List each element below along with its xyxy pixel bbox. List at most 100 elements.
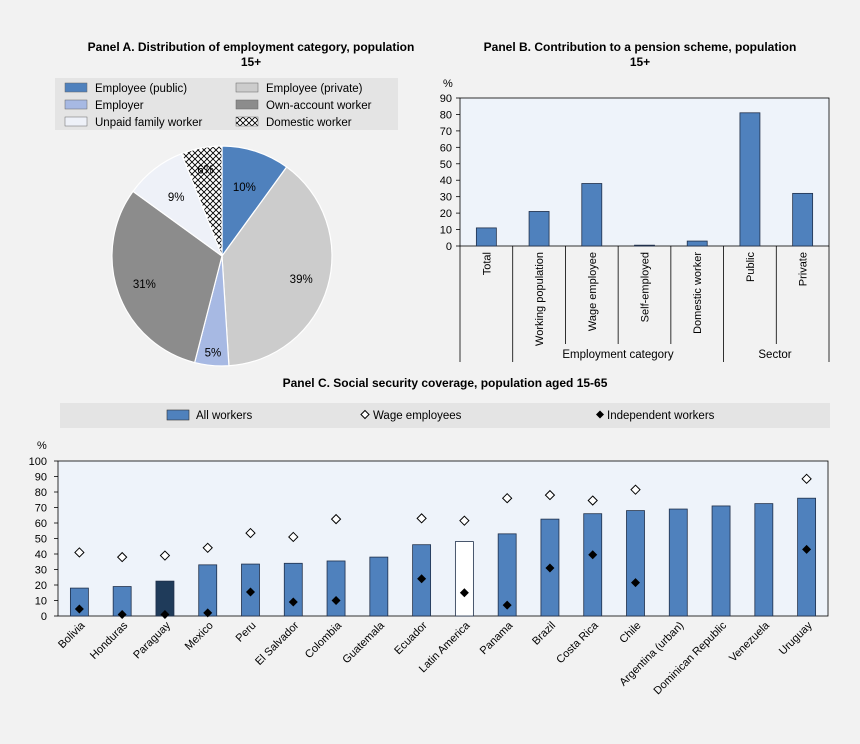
marker-independent-panama <box>502 600 512 610</box>
pie-slice-domestic-worker <box>180 145 223 257</box>
bar-domestic-worker <box>686 240 708 247</box>
panel-a-legend-box <box>55 78 398 130</box>
bar-working-population <box>528 211 550 247</box>
legend-label-all-workers: All workers <box>196 410 252 422</box>
y-tick-label: 90 <box>440 93 452 105</box>
x-label-venezuela: Venezuela <box>727 619 772 664</box>
legend-label-domestic: Domestic worker <box>266 117 352 129</box>
y-tick-label: 100 <box>29 456 47 468</box>
x-label-self-employed: Self-employed <box>640 252 652 322</box>
marker-independent-costa-rica <box>588 550 598 560</box>
bar-wage-employee <box>581 183 603 247</box>
bar-colombia <box>326 560 346 617</box>
y-tick-label: 90 <box>35 472 47 484</box>
marker-wage-honduras <box>116 551 128 563</box>
legend-swatch-employee-private <box>235 82 259 93</box>
legend-label-wage-employees: Wage employees <box>373 410 462 422</box>
x-label-brazil: Brazil <box>530 620 558 648</box>
bar-bolivia <box>69 587 89 617</box>
panel-b-plot-area <box>459 97 830 247</box>
legend-swatch-own-account <box>235 99 259 110</box>
marker-independent-uruguay <box>802 544 812 554</box>
marker-independent-ecuador <box>417 574 427 584</box>
x-label-panama: Panama <box>478 619 516 657</box>
legend-marker-wage-employees <box>360 409 370 420</box>
panel-c-plot-area <box>57 460 829 617</box>
marker-independent-paraguay <box>160 609 170 619</box>
marker-wage-panama <box>501 492 513 504</box>
x-label-costa-rica: Costa Rica <box>554 619 601 666</box>
bar-panama <box>497 533 517 617</box>
y-tick-label: 50 <box>35 534 47 546</box>
panel-c-y-axis: 0 10 20 30 40 50 60 70 80 90 100 <box>29 456 58 623</box>
legend-marker-independent-workers <box>596 410 604 419</box>
pie-label-employee-private: 39% <box>290 274 313 286</box>
x-label-total: Total <box>481 252 493 275</box>
pie-label-employee-public: 10% <box>233 182 256 194</box>
panel-a-title-line2: 15+ <box>241 55 261 69</box>
x-label-private: Private <box>798 252 810 286</box>
bar-costa-rica <box>583 513 603 617</box>
x-label-public: Public <box>745 252 757 282</box>
pie-slice-own-account-worker <box>111 190 223 364</box>
panel-b-title-line1: Panel B. Contribution to a pension schem… <box>484 40 797 54</box>
bar-total <box>475 227 497 247</box>
y-tick-label: 20 <box>440 208 452 220</box>
pie-slice-employee-private <box>221 166 333 367</box>
marker-wage-bolivia <box>74 547 85 558</box>
marker-wage-el-salvador <box>288 531 299 543</box>
legend-label-unpaid-family: Unpaid family worker <box>95 117 203 129</box>
panel-b-y-unit: % <box>443 78 453 90</box>
marker-independent-bolivia <box>74 604 84 614</box>
legend-swatch-unpaid-family <box>64 116 88 127</box>
x-label-el-salvador: El Salvador <box>253 619 301 667</box>
pie-labels: 10% 39% 5% 31% 9% 6% <box>133 165 313 360</box>
y-tick-label: 60 <box>440 142 452 154</box>
bar-public <box>739 112 761 247</box>
group-label-employment-category: Employment category <box>562 349 673 361</box>
x-label-chile: Chile <box>617 620 643 646</box>
panel-b-title-line2: 15+ <box>630 55 650 69</box>
bar-uruguay <box>797 497 817 617</box>
x-label-domestic-worker: Domestic worker <box>692 252 704 334</box>
marker-wage-colombia <box>330 513 342 525</box>
x-label-uruguay: Uruguay <box>777 619 815 657</box>
panel-c-bar-chart: Panel C. Social security coverage, popul… <box>29 376 830 697</box>
x-label-dominican-republic: Dominican Republic <box>652 619 730 697</box>
x-label-honduras: Honduras <box>88 619 131 662</box>
x-label-mexico: Mexico <box>183 620 216 653</box>
y-tick-label: 10 <box>440 225 452 237</box>
x-label-bolivia: Bolivia <box>56 619 88 651</box>
y-tick-label: 60 <box>35 518 47 530</box>
y-tick-label: 40 <box>440 175 452 187</box>
panel-b-x-axis: Total Working population Wage employee Self… <box>459 246 830 362</box>
marker-wage-paraguay <box>159 550 171 561</box>
pie-label-own-account-worker: 31% <box>133 279 156 291</box>
bar-private <box>792 192 814 247</box>
y-tick-label: 80 <box>440 109 452 121</box>
panel-b-group-labels: Employment category Sector <box>562 349 791 361</box>
panel-c-bars <box>69 497 817 617</box>
y-tick-label: 80 <box>35 487 47 499</box>
panel-b-y-axis: 0 10 20 30 40 50 60 70 80 90 <box>440 93 460 253</box>
x-label-colombia: Colombia <box>303 619 345 661</box>
marker-wage-latin-america <box>459 515 470 526</box>
pie-slices <box>111 145 333 367</box>
pie-label-employer: 5% <box>205 347 222 359</box>
bar-mexico <box>198 564 218 617</box>
panel-b-bar-chart: Panel B. Contribution to a pension schem… <box>440 40 830 362</box>
x-label-paraguay: Paraguay <box>131 619 173 661</box>
legend-label-independent-workers: Independent workers <box>607 410 715 422</box>
x-label-peru: Peru <box>234 620 259 645</box>
y-tick-label: 70 <box>440 126 452 138</box>
marker-wage-chile <box>630 484 641 495</box>
x-label-wage-employee: Wage employee <box>587 252 599 331</box>
y-tick-label: 40 <box>35 549 47 561</box>
marker-wage-peru <box>245 527 256 539</box>
bar-venezuela <box>754 503 774 617</box>
legend-label-own-account: Own-account worker <box>266 100 372 112</box>
legend-swatch-all-workers <box>166 409 190 421</box>
y-tick-label: 10 <box>35 596 47 608</box>
bar-self-employed <box>634 244 655 247</box>
